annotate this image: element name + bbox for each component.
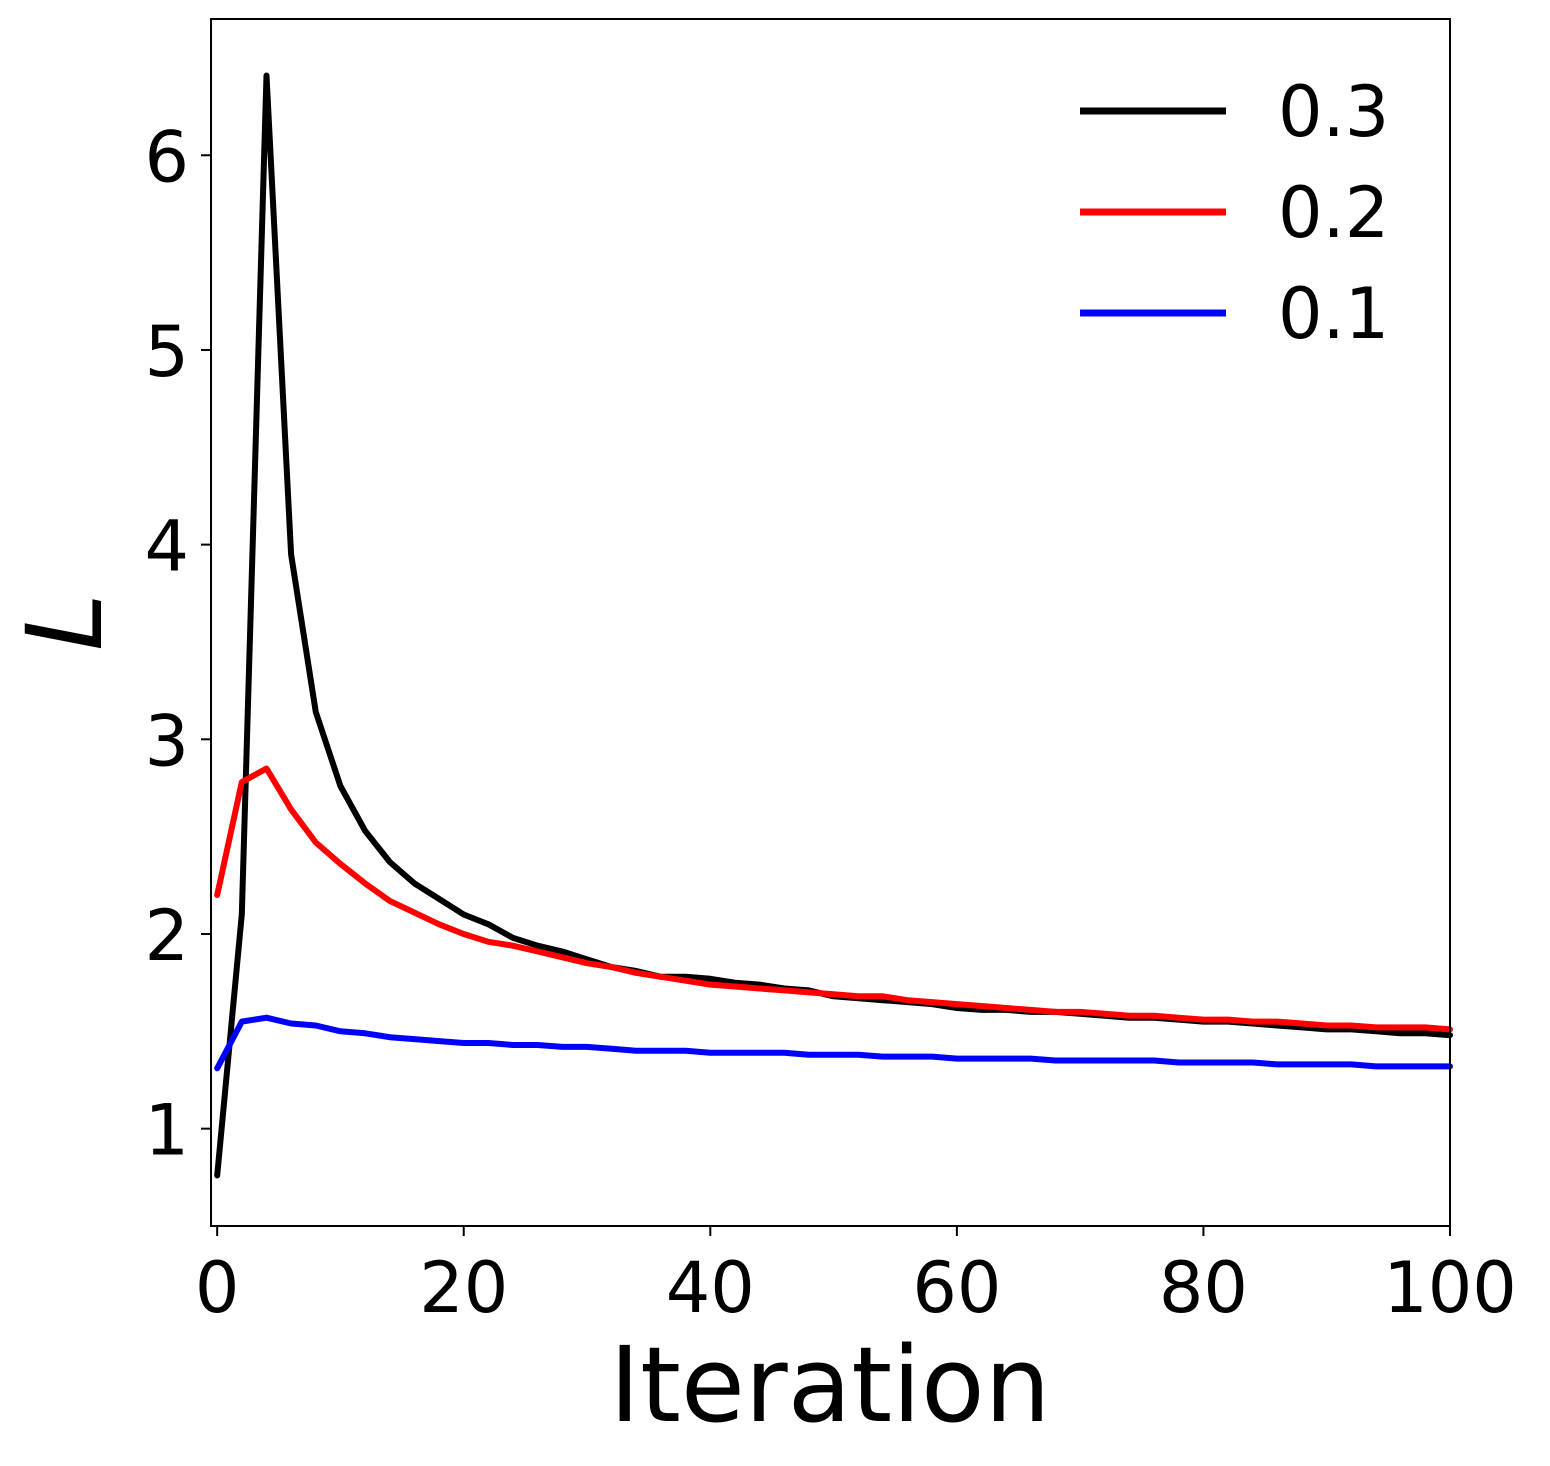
x-tick-label-80: 80 [1159, 1247, 1248, 1329]
legend-label-0.2: 0.2 [1278, 172, 1389, 254]
legend-label-0.3: 0.3 [1278, 71, 1389, 153]
y-tick-label-4: 4 [144, 506, 189, 588]
y-tick-label-6: 6 [144, 116, 189, 198]
x-tick-label-0: 0 [195, 1247, 240, 1329]
legend-label-0.1: 0.1 [1278, 273, 1389, 355]
x-tick-label-20: 20 [419, 1247, 508, 1329]
x-tick-label-40: 40 [666, 1247, 755, 1329]
plot-background [211, 19, 1450, 1226]
plot-frame [210, 18, 1451, 1227]
x-axis: 0 20 40 60 80 100 [195, 1226, 1517, 1329]
x-tick-label-60: 60 [912, 1247, 1001, 1329]
y-tick-label-5: 5 [144, 311, 189, 393]
y-axis: 1 2 3 4 5 6 [144, 116, 211, 1172]
series-layer [214, 72, 1453, 1179]
legend: 0.3 0.2 0.1 [1080, 71, 1389, 355]
series-line-0.2 [214, 765, 1453, 1033]
y-axis-label: L [4, 593, 126, 651]
y-tick-label-1: 1 [144, 1090, 189, 1172]
series-line-0.1 [214, 1014, 1453, 1072]
y-tick-label-2: 2 [144, 895, 189, 977]
x-tick-label-100: 100 [1383, 1247, 1517, 1329]
y-tick-label-3: 3 [144, 700, 189, 782]
x-axis-label: Iteration [609, 1324, 1050, 1446]
